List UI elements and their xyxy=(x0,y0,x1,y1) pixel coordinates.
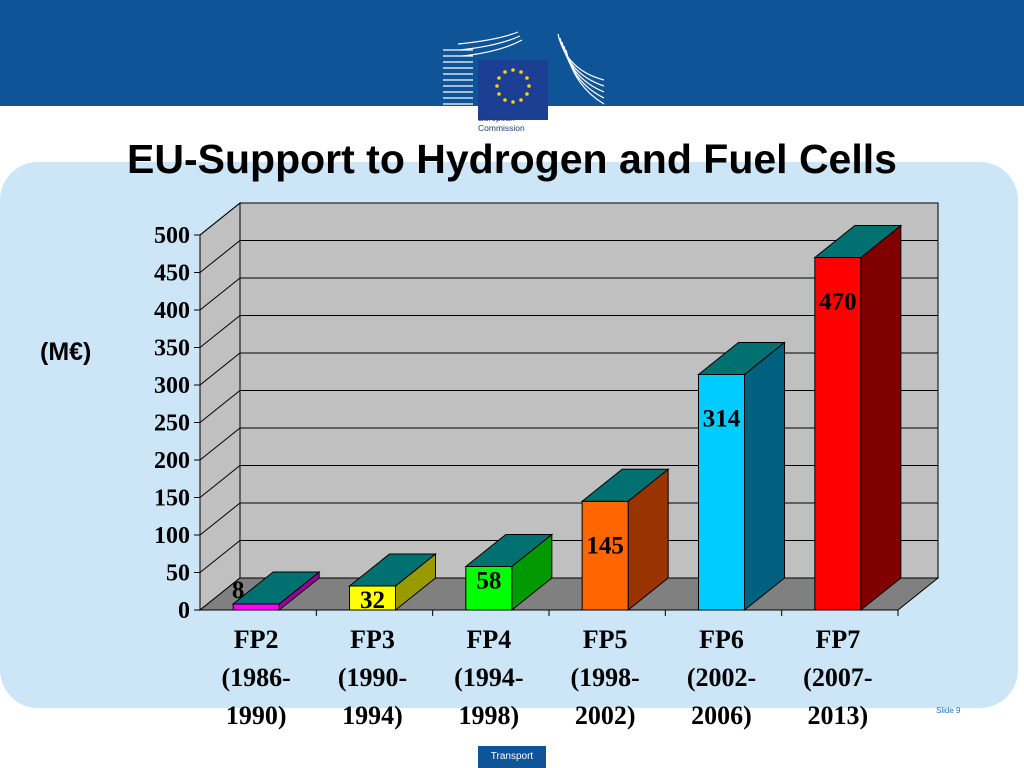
y-axis-label: (M€) xyxy=(40,338,92,366)
bar-value-label: 145 xyxy=(586,532,624,559)
footer-tab: Transport xyxy=(478,746,546,768)
x-tick-label: 2013) xyxy=(807,701,868,730)
y-tick-label: 50 xyxy=(166,561,190,587)
y-tick-label: 350 xyxy=(154,336,190,362)
x-tick-label: FP7 xyxy=(815,625,860,654)
bar-value-label: 58 xyxy=(476,568,501,595)
gridline xyxy=(199,352,938,386)
bar-top xyxy=(580,468,670,502)
bar-top xyxy=(697,342,786,375)
x-tick-label: (1998- xyxy=(571,663,640,692)
gridline xyxy=(199,202,938,236)
x-tick-label: 1990) xyxy=(226,701,287,730)
x-tick-label: (1986- xyxy=(222,663,291,692)
y-tick-label: 150 xyxy=(154,486,190,512)
x-tick-label: FP2 xyxy=(234,625,279,654)
bar-side xyxy=(744,341,785,612)
gridline xyxy=(199,240,938,273)
logo-text-line2: Commission xyxy=(478,123,525,133)
x-tick-label: FP4 xyxy=(466,625,511,654)
x-tick-label: (1994- xyxy=(454,663,523,692)
gridline xyxy=(199,315,938,348)
y-tick-label: 400 xyxy=(154,298,190,324)
y-tick-label: 500 xyxy=(154,223,190,249)
y-tick-label: 200 xyxy=(154,448,190,474)
logo-text-line1: European xyxy=(478,113,515,123)
bar-value-label: 314 xyxy=(703,406,741,433)
bar-value-label: 470 xyxy=(819,289,857,316)
y-tick-label: 100 xyxy=(154,523,190,549)
logo-text: European Commission xyxy=(478,113,548,133)
bar xyxy=(465,566,513,611)
bar xyxy=(232,603,280,611)
y-tick-label: 300 xyxy=(154,373,190,399)
y-tick-label: 450 xyxy=(154,261,190,287)
bar-value-label: 8 xyxy=(232,577,245,604)
bar-top xyxy=(231,571,321,605)
y-tick-label: 0 xyxy=(178,598,190,624)
bar xyxy=(698,374,745,611)
bar-top xyxy=(813,225,903,258)
y-tick-label: 250 xyxy=(154,411,190,437)
gridline xyxy=(199,277,938,311)
x-tick-label: 1998) xyxy=(458,701,519,730)
slide-number: Slide 9 xyxy=(936,706,961,715)
x-tick-label: (2002- xyxy=(687,663,756,692)
bar xyxy=(349,585,396,611)
bar-top xyxy=(348,553,437,587)
slide-title: EU-Support to Hydrogen and Fuel Cells xyxy=(127,136,897,182)
x-tick-label: (2007- xyxy=(803,663,872,692)
bar-top xyxy=(464,534,554,567)
eu-stars-icon xyxy=(495,68,531,104)
bar-value-label: 32 xyxy=(360,587,385,614)
x-tick-label: (1990- xyxy=(338,663,407,692)
x-tick-label: FP6 xyxy=(699,625,744,654)
x-tick-label: 1994) xyxy=(342,701,403,730)
x-tick-label: FP3 xyxy=(350,625,395,654)
bar-side xyxy=(860,224,902,612)
x-tick-label: FP5 xyxy=(583,625,628,654)
x-tick-label: 2002) xyxy=(575,701,636,730)
european-commission-logo xyxy=(443,31,605,120)
x-tick-label: 2006) xyxy=(691,701,752,730)
